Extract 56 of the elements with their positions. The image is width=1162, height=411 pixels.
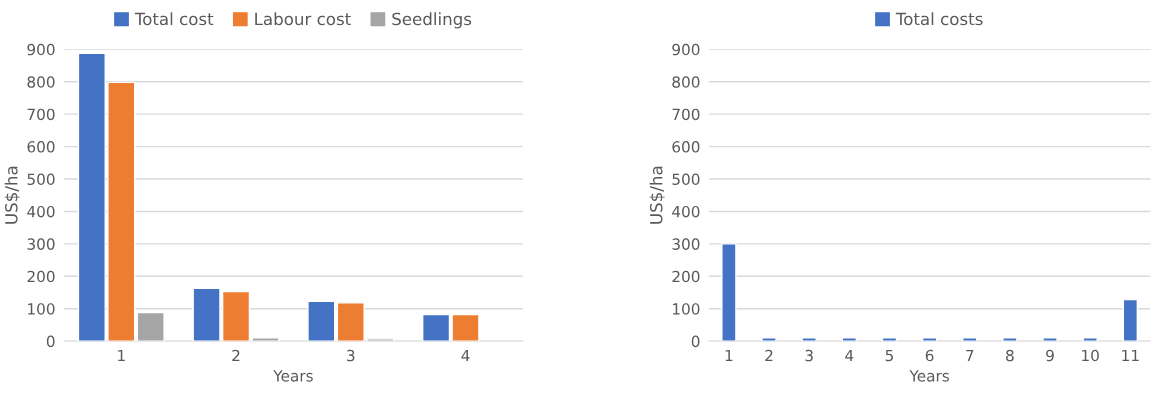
- bar: [881, 337, 898, 342]
- y-tick-label: 700: [672, 108, 700, 121]
- bar: [921, 337, 938, 342]
- bar: [721, 243, 737, 342]
- y-tick-label: 200: [27, 270, 55, 283]
- y-tick-label: 100: [673, 303, 700, 315]
- legend-label: Labour cost: [255, 12, 351, 26]
- x-tick-label: 5: [885, 349, 893, 362]
- y-tick-label: 800: [27, 76, 55, 88]
- bar: [1002, 337, 1018, 342]
- y-tick-label: 700: [27, 108, 55, 121]
- x-axis-title: Years: [273, 370, 313, 382]
- x-tick-label: 6: [925, 349, 934, 362]
- x-tick-label: 3: [805, 349, 813, 362]
- y-tick-label: 300: [27, 238, 55, 250]
- x-tick-label: 7: [966, 349, 974, 362]
- y-tick-label: 600: [27, 141, 55, 153]
- y-axis-title: US$/ha: [649, 166, 665, 224]
- x-tick-label: 3: [347, 349, 355, 362]
- y-tick-label: 600: [672, 141, 700, 153]
- bar: [307, 300, 336, 342]
- x-axis-title: Years: [909, 370, 950, 382]
- legend-label: Total costs: [895, 12, 983, 26]
- x-tick-label: 10: [1082, 349, 1099, 362]
- y-tick-label: 100: [28, 303, 55, 315]
- y-tick-label: 200: [672, 270, 700, 283]
- bar: [801, 337, 817, 342]
- x-tick-label: 9: [1046, 349, 1054, 362]
- x-tick-label: 2: [765, 349, 773, 362]
- y-tick-label: 500: [27, 173, 55, 186]
- x-tick-label: 1: [725, 349, 733, 362]
- x-tick-label: 2: [232, 349, 240, 362]
- y-tick-label: 400: [27, 205, 55, 218]
- bar: [1042, 337, 1058, 342]
- y-tick-label: 0: [691, 335, 700, 348]
- bar: [136, 311, 165, 342]
- y-axis-title: US$/ha: [4, 166, 20, 224]
- legend-label: Total cost: [134, 12, 214, 26]
- bar: [1122, 298, 1139, 342]
- x-tick-label: 8: [1006, 349, 1014, 362]
- x-tick-label: 4: [845, 349, 854, 362]
- x-tick-label: 4: [461, 349, 470, 362]
- y-tick-label: 0: [46, 335, 55, 348]
- y-tick-label: 800: [672, 76, 700, 88]
- y-tick-label: 900: [672, 43, 700, 56]
- bar: [962, 337, 978, 342]
- legend-label: Seedlings: [392, 12, 472, 29]
- y-tick-label: 900: [27, 43, 55, 56]
- x-tick-label: 1: [118, 349, 125, 362]
- x-tick-label: 11: [1122, 349, 1139, 362]
- bar: [761, 337, 777, 342]
- bar: [1082, 337, 1098, 342]
- y-tick-label: 300: [672, 238, 700, 250]
- y-tick-label: 500: [672, 173, 700, 186]
- bar: [841, 337, 858, 342]
- y-tick-label: 400: [672, 205, 700, 218]
